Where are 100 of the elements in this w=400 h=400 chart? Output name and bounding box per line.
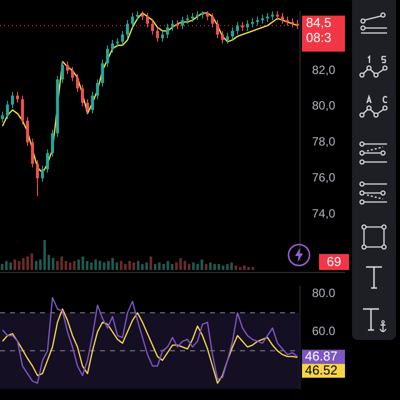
bar bbox=[0, 264, 4, 270]
bar bbox=[136, 261, 140, 270]
candlestick bbox=[21, 95, 24, 125]
bar bbox=[22, 258, 25, 270]
bar bbox=[192, 262, 195, 270]
candlestick bbox=[26, 116, 29, 146]
candlestick bbox=[91, 92, 94, 114]
bar bbox=[124, 264, 127, 270]
candlestick bbox=[236, 21, 239, 36]
bar bbox=[154, 264, 156, 270]
bar bbox=[188, 264, 190, 270]
y-tick-label: 82,0 bbox=[312, 62, 336, 77]
text: 46.87 bbox=[305, 348, 338, 364]
candlestick bbox=[101, 59, 104, 88]
bar bbox=[184, 261, 186, 270]
candlestick bbox=[121, 30, 124, 46]
bar bbox=[170, 264, 174, 270]
candlestick bbox=[11, 92, 14, 109]
bar bbox=[86, 261, 88, 270]
candlestick bbox=[166, 23, 169, 39]
bar bbox=[73, 261, 76, 270]
bar bbox=[98, 261, 102, 270]
candlestick bbox=[36, 160, 39, 197]
candlestick bbox=[181, 16, 184, 30]
candlestick bbox=[16, 92, 19, 104]
candlestick bbox=[1, 111, 4, 124]
bar bbox=[213, 264, 216, 270]
bar bbox=[128, 261, 131, 270]
candlestick bbox=[76, 74, 79, 93]
candlestick bbox=[226, 32, 229, 44]
bar bbox=[120, 261, 122, 270]
text: 69 bbox=[319, 254, 349, 270]
bar bbox=[132, 262, 136, 270]
bar bbox=[18, 261, 20, 270]
bar bbox=[26, 256, 29, 270]
bar bbox=[56, 261, 59, 270]
bar bbox=[60, 256, 63, 270]
candlestick bbox=[51, 129, 54, 158]
bar bbox=[158, 262, 161, 270]
candlestick bbox=[106, 44, 109, 68]
y-tick-label: 80,0 bbox=[312, 98, 336, 113]
candlestick bbox=[231, 26, 234, 40]
bar bbox=[252, 267, 254, 270]
y-tick-label: 80.0 bbox=[312, 286, 336, 300]
candlestick bbox=[171, 20, 174, 32]
bar bbox=[162, 264, 165, 270]
text: 08:3 bbox=[306, 30, 332, 46]
candlestick bbox=[46, 148, 49, 174]
bar bbox=[234, 266, 238, 270]
candlestick bbox=[216, 20, 219, 39]
candlestick bbox=[96, 78, 99, 100]
y-tick-label: 78,0 bbox=[312, 134, 336, 149]
candlestick bbox=[41, 165, 44, 182]
bar bbox=[200, 260, 204, 270]
y-tick-label: 60.0 bbox=[312, 324, 336, 338]
candlestick bbox=[281, 12, 284, 24]
bar bbox=[166, 261, 170, 270]
bar bbox=[102, 262, 106, 270]
candlestick bbox=[246, 20, 249, 32]
candlestick bbox=[151, 20, 154, 36]
bar bbox=[34, 261, 38, 270]
bar bbox=[30, 254, 34, 270]
candlestick bbox=[81, 84, 84, 107]
candlestick bbox=[71, 66, 74, 82]
bar bbox=[226, 264, 229, 270]
bar bbox=[204, 264, 208, 270]
bar bbox=[94, 260, 97, 270]
y-tick-label: 74,0 bbox=[312, 206, 336, 220]
candlestick bbox=[161, 30, 164, 42]
candlestick bbox=[146, 12, 149, 28]
text: 84,5 bbox=[306, 15, 332, 30]
candlestick bbox=[221, 30, 224, 44]
bar bbox=[141, 264, 144, 270]
bar bbox=[82, 256, 84, 270]
bar bbox=[218, 264, 220, 270]
bar bbox=[107, 261, 110, 270]
candlestick bbox=[86, 98, 89, 114]
candlestick bbox=[31, 138, 34, 168]
y-tick-label: 76,0 bbox=[312, 170, 336, 185]
bar bbox=[150, 256, 152, 270]
bar bbox=[247, 267, 250, 270]
candlestick bbox=[61, 60, 64, 84]
bar bbox=[145, 262, 148, 270]
candlestick bbox=[156, 26, 159, 42]
candlestick bbox=[131, 12, 134, 28]
bar bbox=[238, 267, 242, 270]
bar bbox=[5, 261, 8, 270]
candlestick bbox=[126, 20, 129, 39]
bar bbox=[14, 260, 16, 270]
candlestick bbox=[111, 39, 114, 53]
bar bbox=[243, 266, 246, 270]
bar bbox=[222, 266, 224, 270]
bar bbox=[68, 262, 72, 270]
bar bbox=[39, 260, 42, 270]
bar bbox=[90, 262, 93, 270]
bar bbox=[230, 262, 233, 270]
bar bbox=[209, 262, 212, 270]
candlestick bbox=[211, 12, 214, 28]
bar bbox=[43, 240, 46, 270]
bar bbox=[52, 258, 54, 270]
